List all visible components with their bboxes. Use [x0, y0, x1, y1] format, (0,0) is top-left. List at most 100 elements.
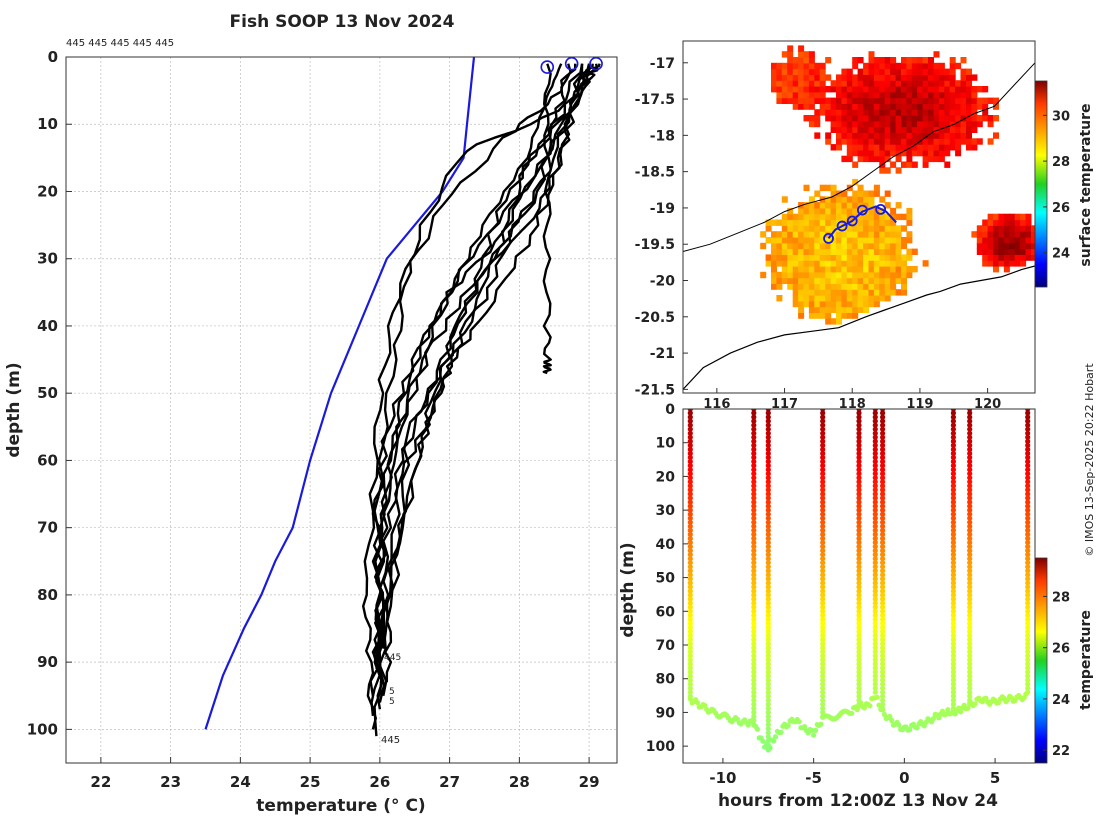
sst-cell [982, 225, 989, 232]
sst-cell [825, 219, 832, 226]
section-dot [872, 531, 878, 538]
sst-cell [819, 213, 826, 221]
section-dot [751, 689, 757, 695]
section-dot [751, 426, 757, 432]
sst-cell [901, 97, 907, 104]
sst-cell [852, 231, 859, 238]
sst-cell [825, 103, 832, 110]
section-dot [856, 677, 862, 683]
sst-cell [917, 132, 924, 139]
section-dot [751, 628, 757, 635]
sst-cell [873, 149, 880, 157]
sst-cell [803, 115, 810, 122]
sst-cell [825, 86, 832, 93]
section-dot [880, 539, 886, 546]
sst-cell [971, 103, 978, 110]
sst-cell [884, 271, 891, 279]
sst-cell [771, 277, 777, 284]
section-dot [1025, 641, 1031, 647]
sst-cell [798, 97, 805, 104]
y-tick-label: 90 [37, 653, 58, 671]
section-dot [1025, 580, 1031, 586]
sst-cell [841, 306, 848, 313]
sst-cell [798, 266, 805, 273]
section-dot [820, 503, 826, 509]
sst-cell [895, 86, 902, 93]
profile-id-label: 445 [381, 735, 400, 746]
section-dot [818, 721, 824, 727]
sst-cell [857, 260, 864, 267]
sst-cell [879, 283, 886, 290]
sst-cell [830, 242, 837, 250]
sst-cell [890, 74, 897, 81]
sst-cell [895, 213, 902, 221]
sst-cell [993, 254, 999, 261]
sst-cell [993, 225, 999, 232]
section-dot [1025, 544, 1031, 550]
sst-cell [873, 213, 880, 221]
section-dot [880, 471, 886, 477]
section-dot [967, 495, 973, 501]
y-tick-label: -21.5 [635, 382, 675, 398]
section-dot [872, 592, 878, 598]
section-dot [872, 507, 878, 513]
section-dot [751, 645, 757, 651]
y-tick-label: -20.5 [635, 310, 675, 326]
sst-cell [966, 68, 972, 75]
section-dot [820, 471, 826, 477]
section-x-label: hours from 12:00Z 13 Nov 24 [718, 791, 998, 811]
sst-cell [928, 68, 934, 75]
sst-cell [798, 86, 805, 93]
section-dot [820, 580, 826, 586]
sst-cell [933, 144, 940, 151]
section-dot [1025, 515, 1031, 521]
sst-cell [906, 149, 913, 157]
sst-cell [976, 97, 983, 104]
sst-cell [798, 68, 805, 75]
sst-cell [928, 138, 934, 145]
sst-cell [884, 283, 891, 290]
sst-cell [949, 109, 956, 116]
section-dot [751, 620, 757, 627]
section-dot [880, 693, 886, 699]
section-dot [950, 519, 957, 525]
sst-cell [814, 312, 821, 319]
section-dot [751, 665, 757, 671]
section-dot [1025, 564, 1031, 570]
section-dot [950, 544, 957, 550]
sst-cell [982, 115, 989, 122]
section-dot [914, 725, 920, 731]
section-dot [967, 531, 973, 538]
section-dot [880, 544, 886, 550]
section-dot [687, 495, 693, 501]
sst-cell [1030, 231, 1035, 238]
sst-cell [873, 86, 880, 93]
sst-cell [841, 97, 848, 104]
sst-cell [852, 312, 859, 319]
sst-cell [868, 155, 875, 163]
sst-cell [890, 144, 897, 151]
sst-cell [901, 254, 907, 261]
sst-cell [836, 237, 842, 244]
section-dot [880, 588, 886, 594]
section-dot [687, 564, 693, 570]
sst-cell [852, 271, 859, 279]
section-dot [967, 491, 973, 497]
sst-cell [895, 144, 902, 151]
section-dot [880, 511, 886, 517]
sst-cell [884, 57, 891, 64]
sst-cell [993, 248, 999, 255]
section-dot [820, 544, 826, 550]
section-dot [880, 685, 886, 691]
sst-cell [803, 231, 810, 238]
sst-cell [868, 74, 875, 81]
sst-cell [971, 109, 978, 116]
section-dot [872, 552, 878, 558]
sst-cell [1020, 225, 1027, 232]
sst-cell [928, 97, 934, 104]
sst-cell [884, 91, 891, 99]
section-dot [856, 596, 862, 602]
sst-cell [917, 120, 924, 128]
section-dot [765, 410, 771, 416]
section-dot [765, 560, 771, 566]
